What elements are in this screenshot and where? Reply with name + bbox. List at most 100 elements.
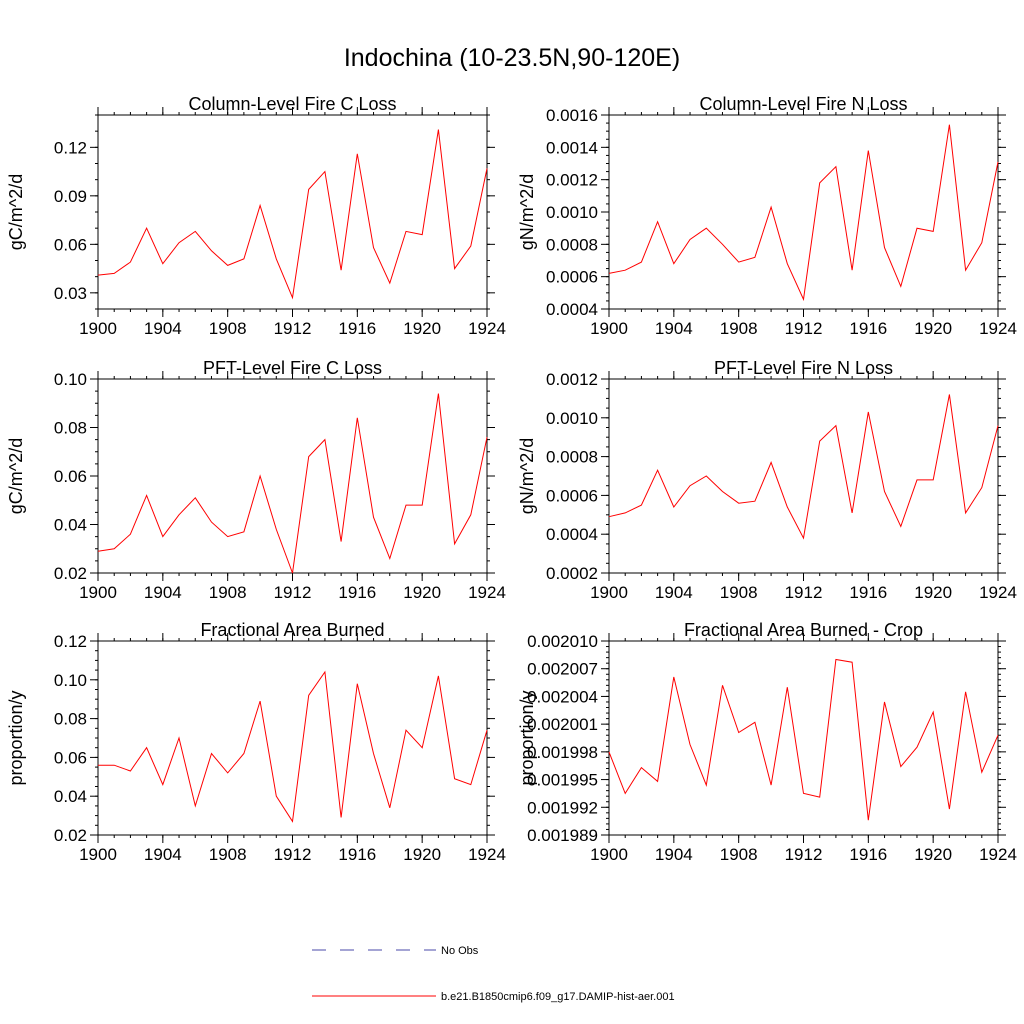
- x-tick-label: 1904: [144, 845, 182, 864]
- x-tick-label: 1912: [785, 583, 823, 602]
- figure-title: Indochina (10-23.5N,90-120E): [344, 44, 680, 72]
- legend-label-model: b.e21.B1850cmip6.f09_g17.DAMIP-hist-aer.…: [441, 991, 675, 1003]
- x-tick-label: 1908: [720, 583, 758, 602]
- series-line-1: [97, 129, 488, 300]
- series-line-1: [608, 394, 999, 540]
- x-tick-label: 1916: [849, 845, 887, 864]
- chart-panel-3: PFT-Level Fire C Loss gC/m^2/d 1900 1904 190…: [6, 358, 506, 602]
- x-tick-label: 1924: [468, 845, 506, 864]
- y-tick-label: 0.10: [54, 370, 87, 389]
- x-tick-label: 1904: [655, 583, 693, 602]
- x-tick-label: 1904: [655, 319, 693, 338]
- x-tick-label: 1916: [849, 583, 887, 602]
- x-tick-label: 1908: [209, 583, 247, 602]
- x-tick-label: 1900: [79, 319, 117, 338]
- y-tick-label: 0.06: [54, 467, 87, 486]
- y-axis-label: proportion/y: [517, 690, 537, 785]
- x-tick-label: 1920: [914, 319, 952, 338]
- chart-panel-1: Column-Level Fire C Loss gC/m^2/d 1900 1904…: [6, 94, 506, 338]
- y-tick-label: 0.09: [54, 187, 87, 206]
- y-tick-label: 0.002004: [527, 687, 598, 706]
- x-tick-label: 1916: [338, 845, 376, 864]
- y-tick-label: 0.04: [54, 516, 87, 535]
- x-tick-label: 1924: [468, 583, 506, 602]
- x-tick-label: 1912: [274, 319, 312, 338]
- y-tick-label: 0.0010: [546, 203, 598, 222]
- panel-title: Column-Level Fire C Loss: [188, 94, 396, 114]
- x-tick-label: 1904: [144, 583, 182, 602]
- plot-frame: [608, 114, 999, 310]
- y-tick-label: 0.0006: [546, 486, 598, 505]
- x-tick-label: 1916: [338, 319, 376, 338]
- y-tick-label: 0.0014: [546, 138, 598, 157]
- x-tick-label: 1916: [849, 319, 887, 338]
- x-tick-label: 1900: [590, 319, 628, 338]
- x-tick-label: 1920: [914, 845, 952, 864]
- legend-label-no-obs: No Obs: [441, 945, 479, 957]
- panel-title: PFT-Level Fire N Loss: [714, 358, 893, 378]
- plot-frame: [608, 378, 999, 574]
- x-tick-label: 1904: [655, 845, 693, 864]
- y-tick-label: 0.08: [54, 419, 87, 438]
- y-tick-label: 0.0012: [546, 370, 598, 389]
- y-tick-label: 0.12: [54, 632, 87, 651]
- y-tick-label: 0.03: [54, 284, 87, 303]
- x-tick-label: 1908: [209, 319, 247, 338]
- x-tick-label: 1908: [720, 845, 758, 864]
- x-tick-label: 1920: [403, 319, 441, 338]
- legend: No Obs b.e21.B1850cmip6.f09_g17.DAMIP-hi…: [312, 945, 675, 1003]
- series-line-1: [608, 658, 999, 821]
- y-tick-label: 0.0004: [546, 300, 598, 319]
- x-tick-label: 1912: [785, 319, 823, 338]
- panel-title: PFT-Level Fire C Loss: [203, 358, 382, 378]
- x-tick-label: 1912: [785, 845, 823, 864]
- y-tick-label: 0.06: [54, 235, 87, 254]
- y-tick-label: 0.08: [54, 710, 87, 729]
- y-axis-label: gC/m^2/d: [6, 438, 26, 514]
- y-tick-label: 0.10: [54, 671, 87, 690]
- y-tick-label: 0.0008: [546, 448, 598, 467]
- y-tick-label: 0.002001: [527, 715, 598, 734]
- x-tick-label: 1908: [209, 845, 247, 864]
- chart-panel-6: Fractional Area Burned - Crop proportion/…: [517, 620, 1017, 864]
- y-tick-label: 0.0006: [546, 268, 598, 287]
- x-tick-label: 1924: [979, 583, 1017, 602]
- y-tick-label: 0.001992: [527, 798, 598, 817]
- y-tick-label: 0.001995: [527, 771, 598, 790]
- y-tick-label: 0.06: [54, 748, 87, 767]
- plot-frame: [608, 640, 999, 836]
- y-axis-label: gN/m^2/d: [517, 174, 537, 250]
- y-tick-label: 0.001998: [527, 743, 598, 762]
- series-line-1: [97, 393, 488, 574]
- chart-panel-2: Column-Level Fire N Loss gN/m^2/d 1900 1904…: [517, 94, 1017, 338]
- plot-frame: [97, 114, 488, 310]
- panel-title: Fractional Area Burned: [200, 620, 384, 640]
- x-tick-label: 1900: [590, 583, 628, 602]
- x-tick-label: 1900: [79, 845, 117, 864]
- x-tick-label: 1912: [274, 845, 312, 864]
- y-tick-label: 0.02: [54, 564, 87, 583]
- y-axis-label: gN/m^2/d: [517, 438, 537, 514]
- x-tick-label: 1924: [468, 319, 506, 338]
- x-tick-label: 1900: [79, 583, 117, 602]
- x-tick-label: 1900: [590, 845, 628, 864]
- y-tick-label: 0.0016: [546, 106, 598, 125]
- series-line-1: [608, 124, 999, 302]
- y-tick-label: 0.0008: [546, 235, 598, 254]
- y-axis-label: gC/m^2/d: [6, 174, 26, 250]
- plot-frame: [97, 378, 488, 574]
- x-tick-label: 1920: [914, 583, 952, 602]
- x-tick-label: 1920: [403, 845, 441, 864]
- y-axis-label: proportion/y: [6, 690, 26, 785]
- y-tick-label: 0.0012: [546, 171, 598, 190]
- y-tick-label: 0.0004: [546, 525, 598, 544]
- y-tick-label: 0.002010: [527, 632, 598, 651]
- y-tick-label: 0.001989: [527, 826, 598, 845]
- panel-title: Fractional Area Burned - Crop: [684, 620, 923, 640]
- panel-title: Column-Level Fire N Loss: [699, 94, 907, 114]
- x-tick-label: 1908: [720, 319, 758, 338]
- y-tick-label: 0.12: [54, 138, 87, 157]
- chart-panel-4: PFT-Level Fire N Loss gN/m^2/d 1900 1904 190…: [517, 358, 1017, 602]
- series-line-1: [98, 670, 488, 823]
